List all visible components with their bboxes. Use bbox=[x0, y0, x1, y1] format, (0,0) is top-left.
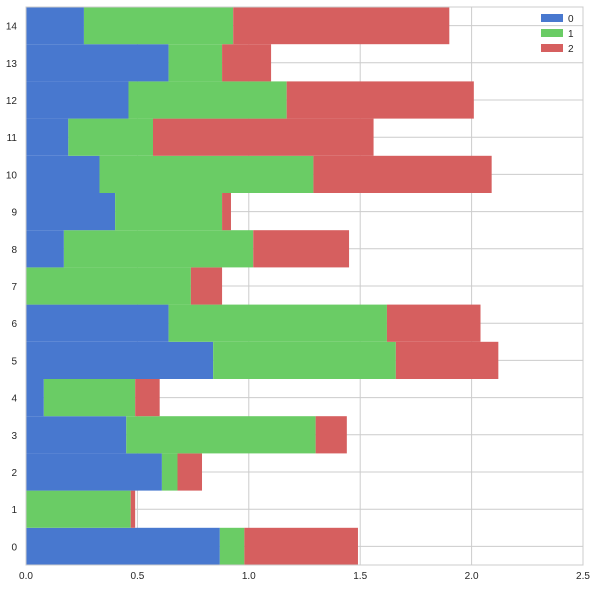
bar-series-0-cat-10 bbox=[26, 155, 100, 193]
bar-series-2-cat-4 bbox=[135, 379, 160, 417]
bar-series-2-cat-3 bbox=[315, 416, 347, 454]
bar-series-1-cat-9 bbox=[115, 193, 223, 231]
legend-swatch bbox=[541, 14, 563, 22]
y-tick-label: 5 bbox=[11, 356, 17, 367]
bar-series-2-cat-12 bbox=[286, 81, 474, 119]
bar-series-0-cat-5 bbox=[26, 341, 214, 379]
y-tick-label: 4 bbox=[11, 394, 17, 405]
bar-series-2-cat-0 bbox=[244, 527, 358, 565]
legend-swatch bbox=[541, 44, 563, 52]
bar-series-0-cat-6 bbox=[26, 304, 169, 342]
x-tick-label: 2.0 bbox=[465, 571, 479, 582]
bar-series-0-cat-4 bbox=[26, 379, 44, 417]
bar-series-2-cat-9 bbox=[222, 193, 231, 231]
bar-series-1-cat-7 bbox=[26, 267, 191, 305]
bar-series-2-cat-14 bbox=[233, 7, 450, 45]
bar-series-2-cat-2 bbox=[177, 453, 203, 491]
bar-series-1-cat-0 bbox=[219, 527, 245, 565]
bar-series-0-cat-13 bbox=[26, 44, 169, 82]
bar-series-1-cat-1 bbox=[26, 490, 131, 528]
bar-series-0-cat-0 bbox=[26, 527, 220, 565]
y-tick-label: 14 bbox=[6, 22, 18, 33]
bar-series-2-cat-8 bbox=[253, 230, 350, 268]
x-tick-label: 1.5 bbox=[353, 571, 367, 582]
bar-series-1-cat-2 bbox=[161, 453, 178, 491]
bar-series-1-cat-10 bbox=[99, 155, 314, 193]
y-tick-label: 9 bbox=[11, 208, 17, 219]
bar-series-0-cat-12 bbox=[26, 81, 129, 119]
bar-series-0-cat-3 bbox=[26, 416, 127, 454]
x-tick-label: 1.0 bbox=[242, 571, 256, 582]
y-tick-label: 0 bbox=[11, 542, 17, 553]
x-tick-label: 2.5 bbox=[576, 571, 590, 582]
bar-series-2-cat-5 bbox=[395, 341, 499, 379]
bar-series-2-cat-7 bbox=[190, 267, 223, 305]
bar-series-0-cat-9 bbox=[26, 193, 116, 231]
x-tick-label: 0.0 bbox=[19, 571, 33, 582]
bar-series-2-cat-13 bbox=[222, 44, 272, 82]
legend-swatch bbox=[541, 29, 563, 37]
legend-label: 1 bbox=[568, 29, 574, 40]
bar-series-0-cat-8 bbox=[26, 230, 64, 268]
bar-series-1-cat-3 bbox=[126, 416, 316, 454]
bar-series-1-cat-8 bbox=[63, 230, 254, 268]
x-tick-label: 0.5 bbox=[130, 571, 144, 582]
y-tick-label: 6 bbox=[11, 319, 17, 330]
y-tick-label: 13 bbox=[6, 59, 18, 70]
y-tick-label: 7 bbox=[11, 282, 17, 293]
bar-series-2-cat-1 bbox=[130, 490, 136, 528]
y-tick-label: 8 bbox=[11, 245, 17, 256]
bar-series-0-cat-2 bbox=[26, 453, 162, 491]
bar-series-0-cat-11 bbox=[26, 118, 69, 156]
legend: 0 1 2 bbox=[541, 14, 574, 55]
bar-series-2-cat-11 bbox=[152, 118, 374, 156]
y-tick-label: 11 bbox=[7, 133, 18, 144]
bar-series-1-cat-14 bbox=[83, 7, 234, 45]
bar-series-2-cat-10 bbox=[313, 155, 492, 193]
bar-series-0-cat-14 bbox=[26, 7, 84, 45]
bar-series-1-cat-4 bbox=[43, 379, 136, 417]
bar-series-1-cat-13 bbox=[168, 44, 223, 82]
legend-label: 2 bbox=[568, 44, 574, 55]
bar-series-1-cat-12 bbox=[128, 81, 287, 119]
bar-series-1-cat-11 bbox=[68, 118, 153, 156]
y-tick-label: 3 bbox=[11, 431, 17, 442]
legend-label: 0 bbox=[568, 14, 574, 25]
y-tick-label: 12 bbox=[6, 96, 18, 107]
y-tick-label: 1 bbox=[11, 505, 17, 516]
bar-series-2-cat-6 bbox=[386, 304, 481, 342]
plot-frame bbox=[25, 6, 584, 566]
y-tick-label: 10 bbox=[6, 170, 18, 181]
bar-series-1-cat-6 bbox=[168, 304, 387, 342]
bar-series-1-cat-5 bbox=[213, 341, 396, 379]
bars bbox=[26, 7, 499, 565]
y-tick-label: 2 bbox=[11, 468, 17, 479]
